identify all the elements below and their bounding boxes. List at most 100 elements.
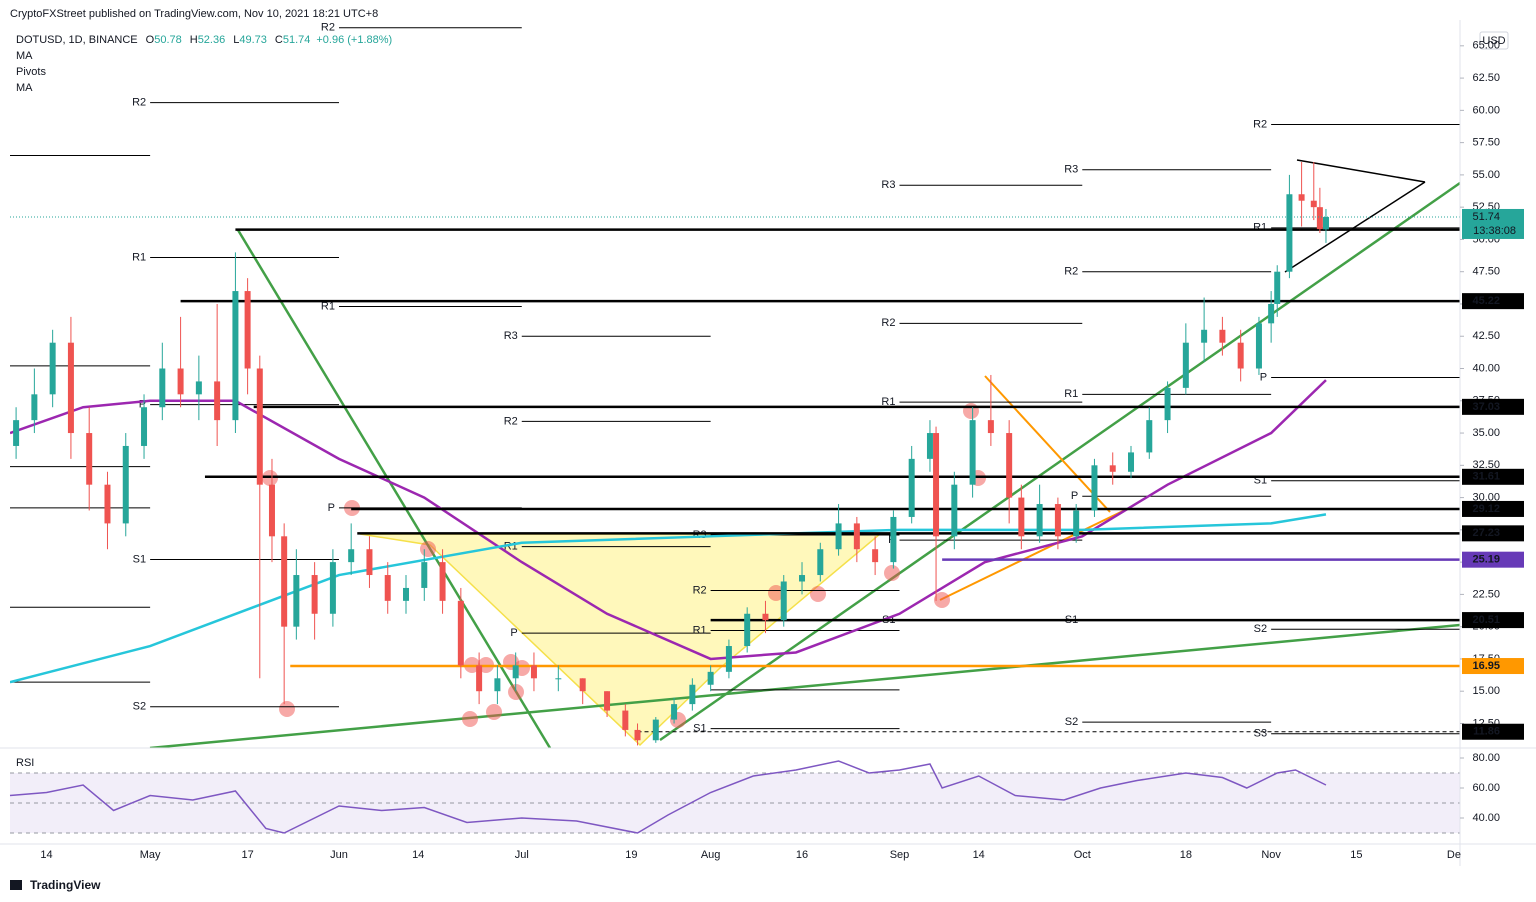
level-label-bg bbox=[1462, 551, 1524, 568]
level-label: 11.86 bbox=[1473, 726, 1500, 738]
candle-body bbox=[817, 549, 824, 576]
y-tick-label: 30.00 bbox=[1472, 491, 1500, 503]
touch-marker bbox=[884, 565, 900, 581]
level-label-bg bbox=[1462, 500, 1524, 517]
candle-body bbox=[1164, 387, 1171, 421]
candle-body bbox=[256, 368, 263, 485]
currency-badge bbox=[1479, 31, 1509, 50]
pivot-label: P bbox=[510, 627, 517, 639]
y-tick-label: 65.00 bbox=[1472, 40, 1500, 52]
indicator-name: Pivots bbox=[16, 66, 46, 78]
level-label-bg bbox=[1462, 612, 1524, 629]
rsi-title: RSI bbox=[16, 757, 34, 769]
symbol-line: DOTUSD, 1D, BINANCE O50.78 H52.36 L49.73 C51… bbox=[16, 34, 392, 46]
candle-body bbox=[31, 394, 38, 421]
candle-body bbox=[1036, 504, 1043, 537]
pivot-label: R1 bbox=[321, 300, 335, 312]
candle-body bbox=[1128, 452, 1135, 472]
pivot-label: R1 bbox=[1064, 388, 1078, 400]
candle-body bbox=[634, 729, 641, 741]
candle-body bbox=[671, 704, 678, 720]
candle-body bbox=[232, 291, 239, 421]
candle-body bbox=[104, 484, 111, 524]
ohlc-value: 49.73 bbox=[239, 34, 267, 46]
candle-body bbox=[512, 665, 519, 679]
level-label-bg bbox=[1462, 468, 1524, 485]
rsi-y-tick-label: 60.00 bbox=[1472, 782, 1500, 794]
candle-body bbox=[799, 575, 806, 582]
candle-body bbox=[744, 613, 751, 647]
moving-average bbox=[10, 513, 1327, 684]
level-label: 37.03 bbox=[1472, 401, 1500, 413]
candle-body bbox=[1054, 504, 1061, 537]
candle-body bbox=[652, 719, 659, 741]
rsi-panel: RSI bbox=[9, 757, 1460, 834]
candle-body bbox=[1006, 433, 1013, 498]
candle-body bbox=[780, 581, 787, 621]
trend-line bbox=[149, 623, 1460, 748]
candle-body bbox=[1091, 465, 1098, 511]
level-label: 31.61 bbox=[1472, 471, 1500, 483]
candle-body bbox=[853, 523, 860, 550]
candle-body bbox=[969, 420, 976, 485]
pivot-label: P bbox=[328, 502, 335, 514]
y-tick-label: 55.00 bbox=[1472, 169, 1500, 181]
pivot-label: R2 bbox=[132, 97, 146, 109]
ohlc-value: 52.36 bbox=[198, 34, 226, 46]
candle-body bbox=[1286, 194, 1293, 272]
candle-body bbox=[1109, 465, 1116, 472]
y-tick-label: 32.50 bbox=[1472, 459, 1500, 471]
touch-marker bbox=[810, 586, 826, 602]
pivot-label: S3 bbox=[1254, 728, 1267, 740]
currency: USD bbox=[1482, 35, 1505, 47]
candle-body bbox=[1268, 303, 1275, 324]
countdown: 13:38:08 bbox=[1473, 225, 1516, 237]
x-tick-label: Aug bbox=[701, 849, 721, 861]
candle-body bbox=[421, 562, 428, 588]
x-tick-label: 18 bbox=[1180, 849, 1192, 861]
candle-body bbox=[311, 575, 318, 614]
candle-body bbox=[1237, 342, 1244, 369]
candle-body bbox=[555, 678, 562, 680]
candle-body bbox=[1182, 342, 1189, 388]
last-price-label: 51.74 bbox=[1472, 211, 1500, 223]
touch-marker bbox=[508, 684, 524, 700]
candle-body bbox=[1146, 420, 1153, 453]
candle-body bbox=[348, 549, 355, 563]
candle-body bbox=[366, 549, 373, 576]
candle-body bbox=[439, 562, 446, 601]
pivot-label: P bbox=[1260, 371, 1267, 383]
y-tick-label: 60.00 bbox=[1472, 104, 1500, 116]
ohlc-key: C bbox=[275, 34, 283, 46]
candle-body bbox=[951, 484, 958, 537]
moving-average bbox=[10, 379, 1327, 661]
footer-brand: TradingView bbox=[30, 878, 101, 892]
trend-line bbox=[659, 181, 1460, 742]
x-tick-label: 19 bbox=[625, 849, 637, 861]
level-label: 25.19 bbox=[1472, 554, 1500, 566]
pivot-label: R3 bbox=[693, 529, 707, 541]
candle-body bbox=[1201, 329, 1208, 343]
candle-body bbox=[926, 433, 933, 459]
price-panel: R2R1PS1S2R2R1PR3R2R1PR3R2R1S1R3R2R1PS1R3… bbox=[10, 22, 1460, 748]
level-label-bg bbox=[1462, 525, 1524, 542]
x-tick-label: 14 bbox=[412, 849, 424, 861]
pivot-label: R2 bbox=[881, 317, 895, 329]
x-tick-label: Nov bbox=[1261, 849, 1281, 861]
candle-body bbox=[214, 381, 221, 421]
candle-body bbox=[293, 575, 300, 627]
ohlc-key: H bbox=[190, 34, 198, 46]
candle-body bbox=[403, 587, 410, 601]
candle-body bbox=[530, 665, 537, 679]
x-tick-label: 14 bbox=[40, 849, 52, 861]
logo bbox=[10, 880, 22, 890]
y-tick-label: 42.50 bbox=[1472, 330, 1500, 342]
level-label: 16.95 bbox=[1472, 660, 1500, 672]
x-tick-label: 14 bbox=[973, 849, 985, 861]
pivot-label: R2 bbox=[504, 415, 518, 427]
pivot-label: R2 bbox=[321, 22, 335, 34]
candle-body bbox=[1316, 207, 1323, 230]
candle-body bbox=[49, 342, 56, 395]
